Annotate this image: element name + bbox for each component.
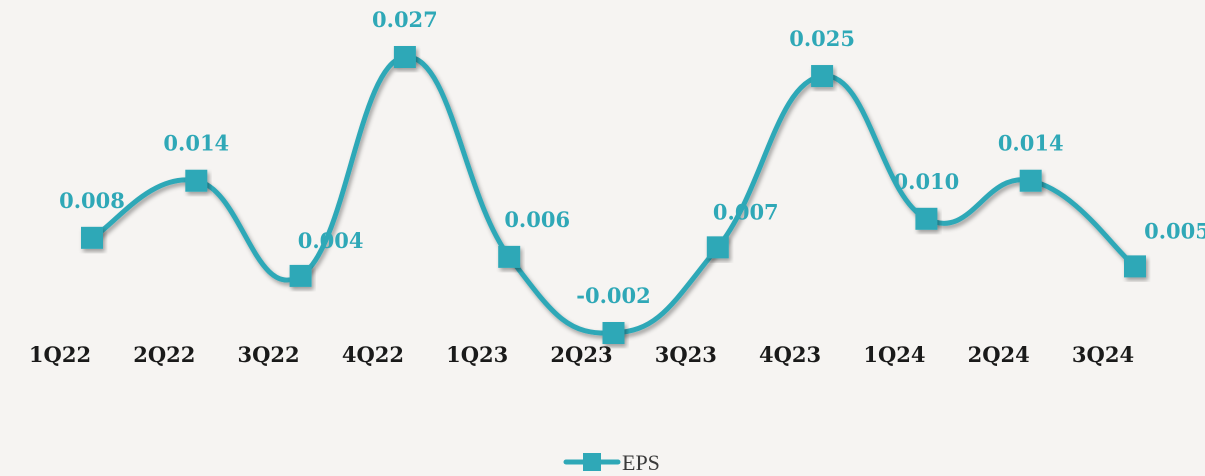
data-label-1q23: 0.006 xyxy=(504,207,570,232)
x-tick-label-2q24: 2Q24 xyxy=(968,342,1030,367)
plot-area: 0.008 0.014 0.004 0.027 0.006 -0.002 0.007 0.02… xyxy=(29,7,1205,367)
data-label-1q24: 0.010 xyxy=(894,169,960,194)
data-label-4q22: 0.027 xyxy=(372,7,438,32)
x-tick-label-3q22: 3Q22 xyxy=(238,342,300,367)
x-tick-label-4q22: 4Q22 xyxy=(342,342,404,367)
data-point-marker-3q23 xyxy=(706,236,729,259)
data-label-3q22: 0.004 xyxy=(298,228,364,253)
x-tick-label-1q23: 1Q23 xyxy=(446,342,508,367)
x-tick-label-1q22: 1Q22 xyxy=(29,342,91,367)
x-tick-label-2q23: 2Q23 xyxy=(550,342,612,367)
data-point-marker-2q23 xyxy=(602,322,625,344)
data-point-marker-2q24 xyxy=(1019,169,1042,192)
x-tick-label-4q23: 4Q23 xyxy=(759,342,821,367)
x-tick-label-3q23: 3Q23 xyxy=(655,342,717,367)
data-label-3q23: 0.007 xyxy=(713,199,779,224)
data-point-marker-2q22 xyxy=(185,169,208,192)
data-label-2q22: 0.014 xyxy=(163,131,229,156)
data-label-1q22: 0.008 xyxy=(59,188,125,213)
data-label-4q23: 0.025 xyxy=(789,26,855,51)
legend: EPS xyxy=(563,450,660,475)
x-tick-label-3q24: 3Q24 xyxy=(1072,342,1134,367)
data-label-2q23: -0.002 xyxy=(576,283,650,308)
data-point-marker-1q23 xyxy=(498,245,521,268)
data-point-marker-1q24 xyxy=(915,207,938,230)
data-point-marker-3q22 xyxy=(289,264,312,287)
x-tick-label-1q24: 1Q24 xyxy=(863,342,925,367)
data-point-marker-1q22 xyxy=(81,226,103,249)
data-point-marker-4q22 xyxy=(393,46,416,68)
data-label-2q24: 0.014 xyxy=(998,131,1064,156)
data-label-3q24: 0.005 xyxy=(1144,218,1205,243)
data-point-marker-3q24 xyxy=(1124,255,1146,278)
legend-marker-swatch xyxy=(583,453,601,471)
legend-label-eps: EPS xyxy=(622,450,660,475)
x-tick-label-2q22: 2Q22 xyxy=(133,342,195,367)
data-point-marker-4q23 xyxy=(811,65,834,88)
